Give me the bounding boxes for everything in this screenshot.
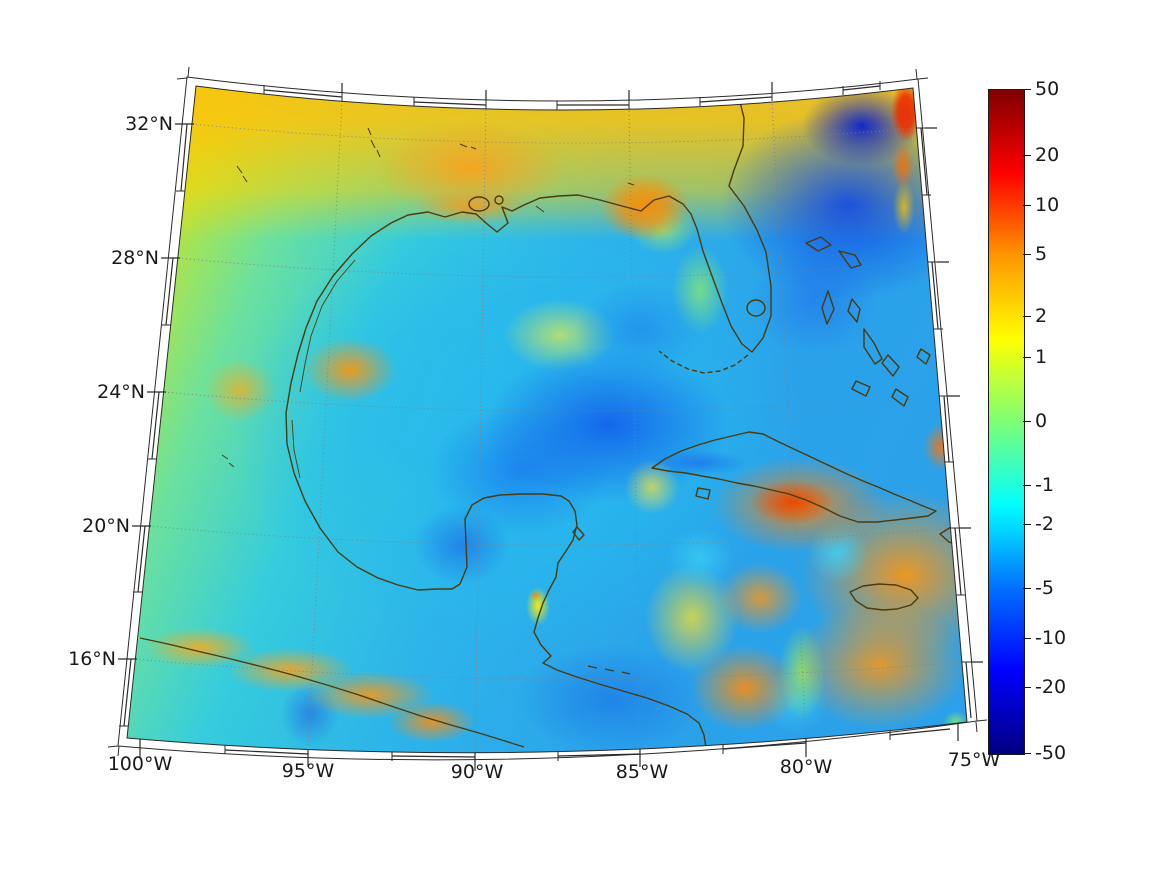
cozumel-island: [572, 526, 585, 541]
map-frame: [107, 66, 988, 771]
jamaica-coast: [849, 583, 919, 611]
colorbar-tick: [1023, 89, 1031, 90]
lake-okeechobee: [746, 299, 766, 317]
colorbar-tick-label: -2: [1035, 513, 1054, 535]
colorbar-tick: [1023, 687, 1031, 688]
cuba-coast: [651, 431, 937, 523]
labeled-ticks: [118, 82, 983, 771]
graticule-grid: [134, 99, 963, 753]
colorbar-tick-label: 50: [1035, 78, 1060, 100]
colorbar-tick: [1023, 421, 1031, 422]
haiti-coast: [939, 520, 967, 550]
frame-outer-edge: [117, 76, 978, 761]
lat-tick-label: 28°N: [111, 247, 159, 269]
florida-keys: [658, 350, 749, 374]
pacific-coast: [139, 637, 525, 748]
colorbar-tick: [1023, 524, 1031, 525]
colorbar-tick: [1023, 254, 1031, 255]
colorbar-tick: [1023, 638, 1031, 639]
colorbar-tick: [1023, 316, 1031, 317]
lat-tick-label: 16°N: [68, 648, 116, 670]
frame-inner-edge: [126, 85, 968, 754]
colorbar: [988, 89, 1025, 755]
colorbar-tick: [1023, 753, 1031, 754]
colorbar-tick-label: -50: [1035, 742, 1067, 764]
lon-tick-label: 80°W: [779, 756, 833, 778]
lon-tick-label: 75°W: [947, 749, 1001, 771]
colorbar-tick-label: 0: [1035, 410, 1048, 432]
colorbar-tick-label: 20: [1035, 144, 1060, 166]
lon-tick-label: 90°W: [450, 761, 504, 783]
frame-division-ticks: [119, 81, 971, 762]
bahamas-islands: [805, 236, 931, 407]
lon-tick-label: 85°W: [615, 761, 669, 783]
frame-alternate-segments: [123, 85, 972, 758]
lat-tick-label: 24°N: [97, 381, 145, 403]
mexico-lagoon: [291, 419, 301, 479]
isle-of-youth: [695, 487, 711, 500]
colorbar-tick: [1023, 485, 1031, 486]
colorbar-tick-label: 5: [1035, 243, 1048, 265]
colorbar-tick: [1023, 588, 1031, 589]
lake-pontchartrain: [468, 196, 490, 212]
colorbar-tick-label: 10: [1035, 194, 1060, 216]
lat-tick-label: 20°N: [82, 515, 130, 537]
corner-ticks: [107, 66, 988, 757]
bay-islands: [587, 665, 631, 675]
lon-tick-label: 95°W: [281, 760, 335, 782]
colorbar-tick-label: -5: [1035, 577, 1054, 599]
colorbar-tick-label: 2: [1035, 305, 1048, 327]
small-lakes-islands: [221, 127, 635, 468]
lat-tick-label: 32°N: [125, 113, 173, 135]
coastlines: [139, 89, 967, 749]
colorbar-tick: [1023, 357, 1031, 358]
colorbar-tick-label: 1: [1035, 346, 1048, 368]
lon-tick-label: 100°W: [107, 753, 173, 775]
colorbar-tick: [1023, 205, 1031, 206]
colorbar-tick-label: -20: [1035, 676, 1067, 698]
colorbar-tick-label: -1: [1035, 474, 1054, 496]
mainland-coast: [285, 89, 772, 749]
colorbar-tick: [1023, 155, 1031, 156]
texas-barrier-islands: [299, 259, 356, 393]
colorbar-tick-label: -10: [1035, 627, 1067, 649]
